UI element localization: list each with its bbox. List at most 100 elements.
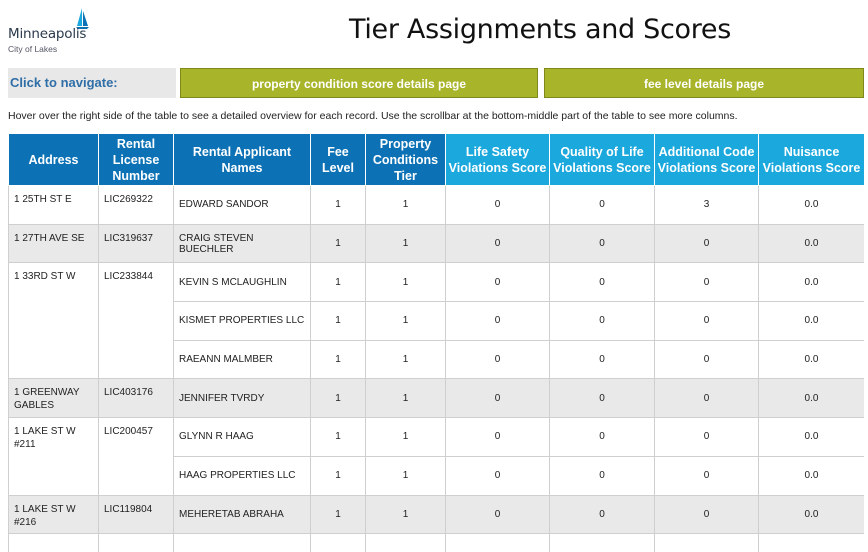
applicant-cell: CRAIG STEVEN BUECHLER [173,224,311,264]
quality-of-life-cell: 0 [549,340,655,380]
fee-level-cell: 1 [310,185,366,225]
fee-level-cell: 1 [310,378,366,419]
nav-label: Click to navigate: [8,68,176,98]
additional-code-cell: 0 [654,301,759,341]
tier-cell: 1 [365,185,446,225]
nuisance-cell: 0.0 [758,185,864,225]
tier-scores-table: Address Rental License Number Rental App… [8,133,864,552]
header-life-safety[interactable]: Life Safety Violations Score [445,133,550,186]
table-row[interactable]: 1 25TH ST E LIC269322 EDWARD SANDOR 1 1 0 0 3 0.… [8,185,864,225]
navigation-bar: Click to navigate: property condition sc… [8,68,864,98]
life-safety-cell: 0 [445,185,550,225]
nuisance-cell: 0.0 [758,262,864,303]
applicant-cell: GLYNN R HAAG [173,417,311,457]
table-row[interactable]: KISMET PROPERTIES LLC 1 1 0 0 0 0.0 [9,301,864,341]
tier-cell: 1 [365,340,446,380]
table-row[interactable]: 1 27TH AVE SE LIC319637 CRAIG STEVEN BUECH… [8,224,864,264]
nuisance-cell: 0.0 [758,378,864,419]
address-cell: 1 27TH AVE SE [8,224,99,264]
life-safety-cell: 0 [445,456,550,496]
table-row[interactable]: 1 LAKE ST W #211 LIC200457 GLYNN R HAAG 1 1 0… [8,417,864,496]
quality-of-life-cell: 0 [549,301,655,341]
additional-code-cell: 0 [654,417,759,457]
header-license[interactable]: Rental License Number [98,133,174,186]
logo-name: Minneapolis [8,26,87,42]
license-cell: LIC269322 [98,185,174,225]
address-cell [8,533,99,552]
quality-of-life-cell: 0 [549,417,655,457]
applicant-cell: KEVIN S MCLAUGHLIN [173,262,311,303]
additional-code-cell [654,533,759,552]
tier-cell: 1 [365,301,446,341]
instructions-text: Hover over the right side of the table t… [8,110,738,122]
logo-tagline: City of Lakes [8,44,58,54]
quality-of-life-cell: 0 [549,495,655,535]
tier-cell: 1 [365,456,446,496]
header-address[interactable]: Address [8,133,99,186]
nuisance-cell: 0.0 [758,301,864,341]
tier-cell [365,533,446,552]
quality-of-life-cell: 0 [549,456,655,496]
header-fee-level[interactable]: Fee Level [310,133,366,186]
fee-level-details-button[interactable]: fee level details page [544,68,864,98]
applicant-cell: RAEANN MALMBER [173,340,311,380]
tier-scores-table-container[interactable]: Address Rental License Number Rental App… [8,133,864,552]
additional-code-cell: 0 [654,224,759,264]
license-cell: LIC403176 [98,378,174,419]
applicant-cell: JENNIFER TVRDY [173,378,311,419]
table-header-row: Address Rental License Number Rental App… [8,133,864,186]
nuisance-cell: 0.0 [758,456,864,496]
fee-level-cell: 1 [310,417,366,457]
license-cell: LIC233844 [98,262,174,380]
fee-level-cell [310,533,366,552]
life-safety-cell [445,533,550,552]
table-body: 1 25TH ST E LIC269322 EDWARD SANDOR 1 1 0 0 3 0.… [8,185,864,552]
fee-level-cell: 1 [310,224,366,264]
life-safety-cell: 0 [445,224,550,264]
tier-cell: 1 [365,224,446,264]
quality-of-life-cell: 0 [549,378,655,419]
table-row[interactable] [8,533,864,552]
life-safety-cell: 0 [445,378,550,419]
table-row[interactable]: HAAG PROPERTIES LLC 1 1 0 0 0 0.0 [9,456,864,496]
quality-of-life-cell: 0 [549,262,655,303]
table-row[interactable]: 1 LAKE ST W #216 LIC119804 MEHERETAB ABRAH… [8,495,864,535]
quality-of-life-cell: 0 [549,224,655,264]
address-cell: 1 LAKE ST W #216 [8,495,99,535]
life-safety-cell: 0 [445,495,550,535]
life-safety-cell: 0 [445,262,550,303]
applicant-cell: MEHERETAB ABRAHA [173,495,311,535]
additional-code-cell: 0 [654,262,759,303]
header-tier[interactable]: Property Conditions Tier [365,133,446,186]
license-cell: LIC119804 [98,495,174,535]
fee-level-cell: 1 [310,495,366,535]
fee-level-cell: 1 [310,262,366,303]
life-safety-cell: 0 [445,417,550,457]
nuisance-cell [758,533,864,552]
property-condition-details-button[interactable]: property condition score details page [180,68,538,98]
address-cell: 1 GREENWAY GABLES [8,378,99,419]
license-cell [98,533,174,552]
life-safety-cell: 0 [445,340,550,380]
fee-level-cell: 1 [310,456,366,496]
tier-cell: 1 [365,378,446,419]
table-row[interactable]: 1 GREENWAY GABLES LIC403176 JENNIFER TVRDY… [8,378,864,419]
table-row[interactable]: 1 33RD ST W LIC233844 KEVIN S MCLAUGHLIN 1 1… [8,262,864,380]
table-row[interactable]: RAEANN MALMBER 1 1 0 0 0 0.0 [9,340,864,380]
address-cell: 1 25TH ST E [8,185,99,225]
license-cell: LIC200457 [98,417,174,496]
quality-of-life-cell: 0 [549,185,655,225]
additional-code-cell: 0 [654,495,759,535]
address-cell: 1 LAKE ST W #211 [8,417,99,496]
header-additional-code[interactable]: Additional Code Violations Score [654,133,759,186]
nuisance-cell: 0.0 [758,224,864,264]
additional-code-cell: 0 [654,340,759,380]
nuisance-cell: 0.0 [758,340,864,380]
license-cell: LIC319637 [98,224,174,264]
header-applicant[interactable]: Rental Applicant Names [173,133,311,186]
header-quality-of-life[interactable]: Quality of Life Violations Score [549,133,655,186]
page-title: Tier Assignments and Scores [348,14,732,45]
tier-cell: 1 [365,495,446,535]
sailboat-logo-icon [76,8,89,29]
header-nuisance[interactable]: Nuisance Violations Score [758,133,864,186]
